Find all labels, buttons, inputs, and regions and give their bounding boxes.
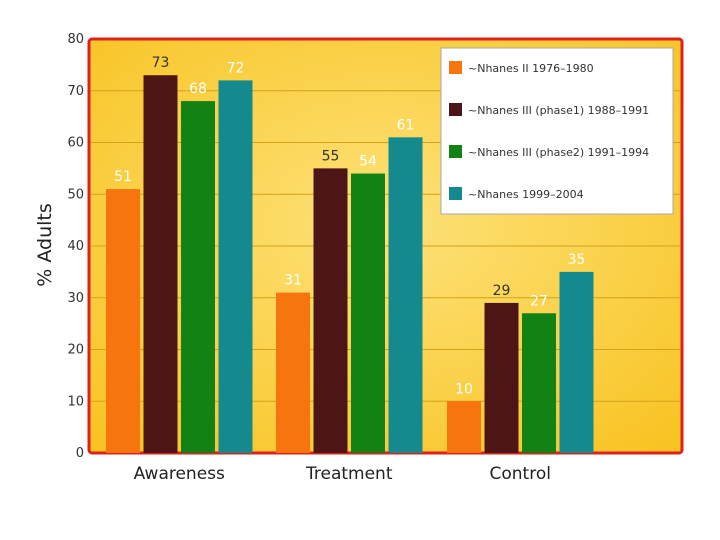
y-axis-title: % Adults: [34, 203, 56, 287]
data-label: 68: [189, 81, 207, 97]
y-tick-label: 60: [67, 136, 84, 151]
legend-entry: ~Nhanes II 1976–1980: [468, 62, 594, 75]
bar: [313, 168, 348, 453]
data-label: 10: [455, 381, 473, 397]
y-tick-label: 20: [67, 343, 84, 358]
bar: [218, 80, 253, 454]
y-tick-label: 50: [67, 187, 84, 202]
bar: [484, 302, 519, 453]
data-label: 73: [152, 55, 170, 71]
x-axis-labels: Awareness Treatment Control: [134, 464, 551, 484]
data-label: 54: [359, 154, 377, 170]
legend-entry: ~Nhanes III (phase2) 1991–1994: [468, 146, 649, 159]
legend-box: [440, 47, 674, 215]
bar: [351, 173, 385, 454]
data-label: 61: [397, 117, 415, 133]
bar: [388, 137, 423, 453]
x-tick-label: Control: [490, 464, 551, 484]
data-label: 51: [114, 169, 132, 185]
data-label: 35: [568, 252, 586, 268]
data-label: 27: [530, 293, 548, 309]
bar: [181, 101, 215, 453]
data-label: 72: [227, 60, 245, 76]
data-label: 55: [322, 148, 340, 164]
y-axis-ticks: 0 10 20 30 40 50 60 70 80: [67, 32, 84, 461]
bar: [559, 271, 594, 453]
y-tick-label: 80: [67, 32, 84, 47]
legend-swatch: [449, 103, 462, 116]
data-label: 29: [493, 283, 511, 299]
bars: [106, 75, 594, 454]
bar: [143, 75, 178, 453]
y-tick-label: 70: [67, 84, 84, 99]
legend-swatch: [449, 187, 462, 200]
bar: [106, 189, 140, 453]
legend-entry: ~Nhanes III (phase1) 1988–1991: [468, 104, 649, 117]
y-tick-label: 30: [67, 291, 84, 306]
bar: [447, 401, 481, 453]
y-tick-label: 0: [76, 446, 84, 461]
legend: ~Nhanes II 1976–1980 ~Nhanes III (phase1)…: [440, 47, 674, 215]
data-labels: 51 31 10 73 55 29 68 54 27 72 61 35: [114, 55, 585, 397]
y-tick-label: 40: [67, 239, 84, 254]
legend-swatch: [449, 145, 462, 158]
bar: [522, 313, 556, 453]
legend-entry: ~Nhanes 1999–2004: [468, 188, 584, 201]
y-tick-label: 10: [67, 394, 84, 409]
bar: [276, 292, 310, 453]
x-tick-label: Treatment: [305, 464, 393, 484]
legend-swatch: [449, 61, 462, 74]
data-label: 31: [284, 273, 302, 289]
x-tick-label: Awareness: [134, 464, 225, 484]
